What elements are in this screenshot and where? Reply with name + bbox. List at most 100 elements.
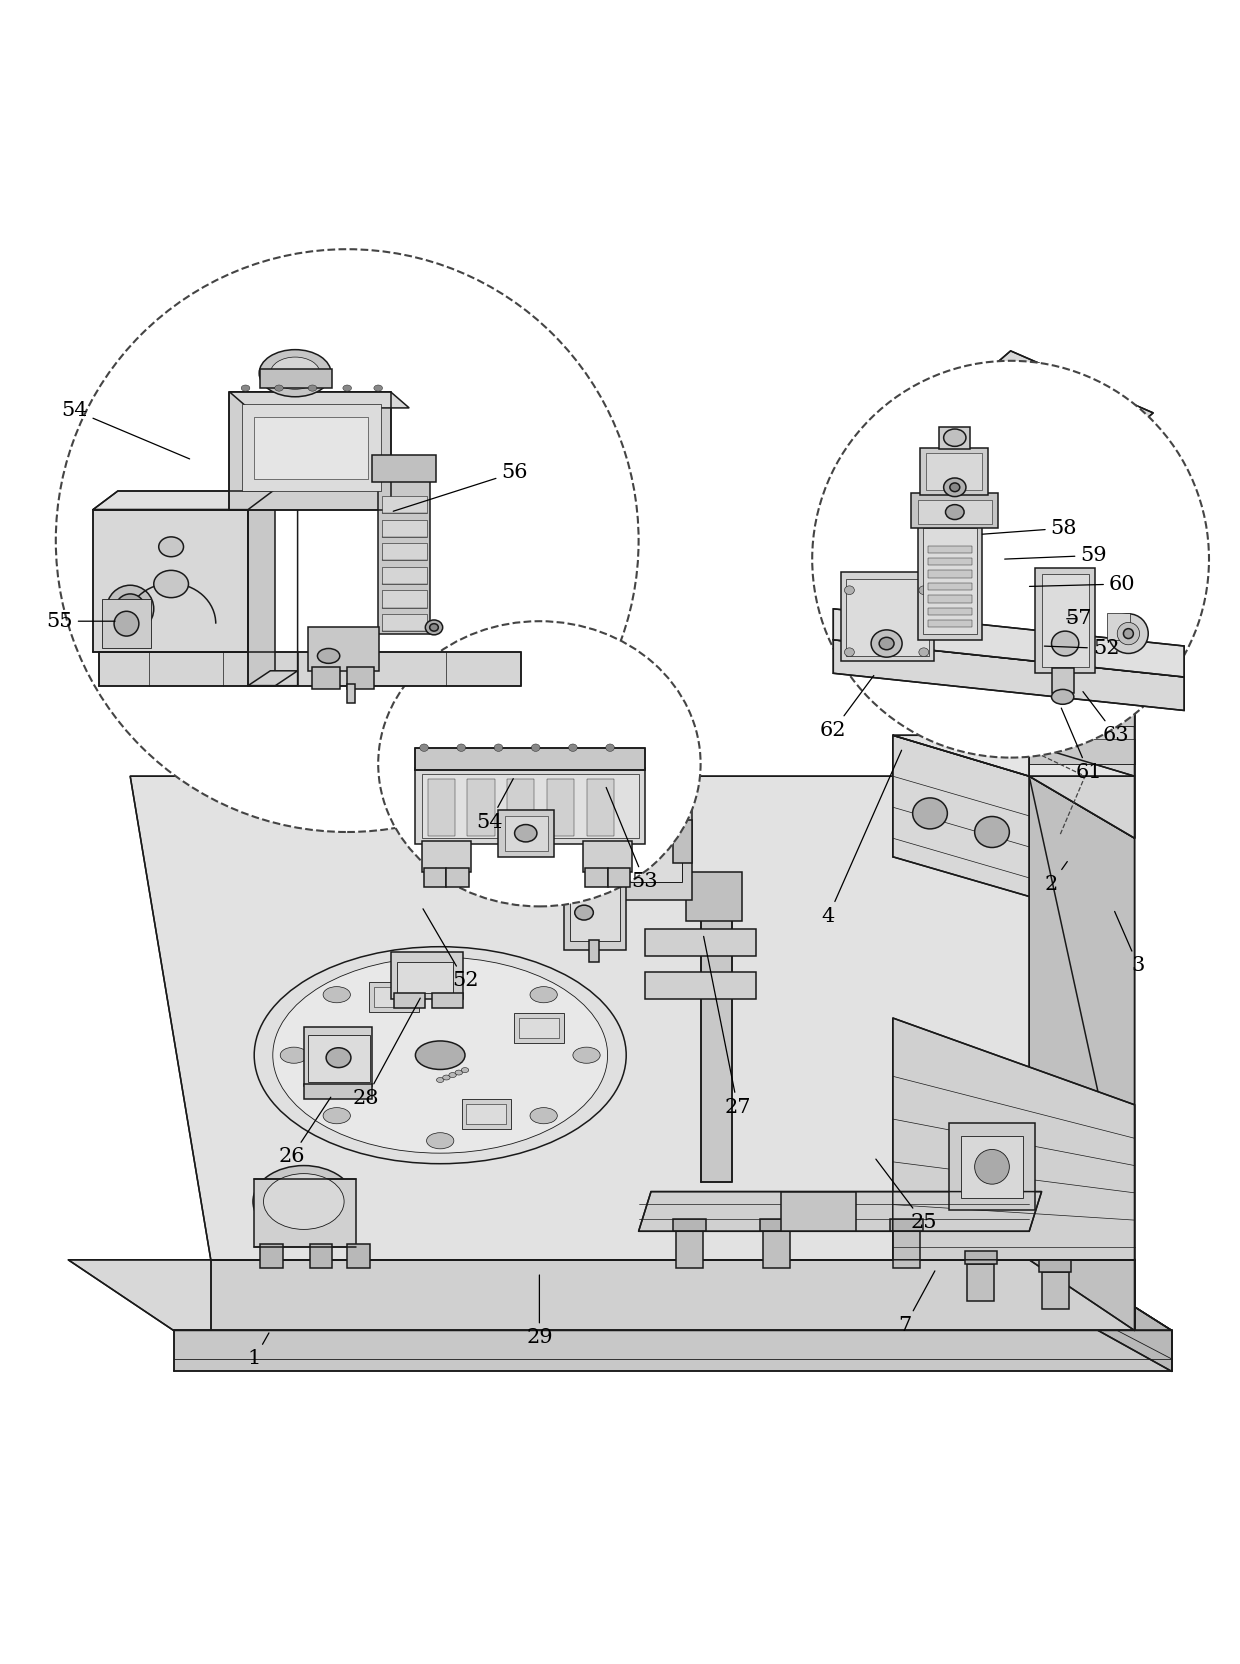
Bar bbox=[515, 1013, 564, 1043]
Polygon shape bbox=[893, 1018, 1135, 1260]
Polygon shape bbox=[130, 775, 1135, 1260]
Ellipse shape bbox=[436, 1078, 444, 1083]
Bar bbox=[498, 810, 554, 857]
Bar bbox=[564, 869, 626, 950]
Ellipse shape bbox=[605, 744, 615, 752]
Bar bbox=[242, 404, 381, 491]
Ellipse shape bbox=[944, 429, 966, 446]
Bar bbox=[928, 621, 972, 627]
Ellipse shape bbox=[870, 631, 901, 657]
Bar bbox=[382, 542, 427, 561]
Bar bbox=[760, 1218, 792, 1231]
Ellipse shape bbox=[532, 744, 541, 752]
Ellipse shape bbox=[114, 611, 139, 636]
Bar bbox=[304, 1027, 372, 1087]
Ellipse shape bbox=[449, 1073, 456, 1078]
Polygon shape bbox=[1029, 453, 1135, 504]
Bar bbox=[673, 1218, 706, 1231]
Bar bbox=[608, 869, 630, 887]
Ellipse shape bbox=[374, 384, 382, 391]
Polygon shape bbox=[1029, 576, 1135, 616]
Polygon shape bbox=[833, 639, 1184, 711]
Bar bbox=[928, 596, 972, 602]
Bar bbox=[382, 496, 427, 513]
Bar bbox=[626, 814, 682, 882]
Bar bbox=[260, 369, 332, 388]
Circle shape bbox=[56, 250, 639, 832]
Bar bbox=[520, 1018, 559, 1038]
Text: 55: 55 bbox=[46, 612, 115, 631]
Text: 28: 28 bbox=[352, 998, 420, 1108]
Ellipse shape bbox=[975, 1150, 1009, 1185]
Ellipse shape bbox=[273, 957, 608, 1153]
Polygon shape bbox=[992, 351, 1153, 429]
Ellipse shape bbox=[1117, 622, 1140, 644]
Ellipse shape bbox=[919, 586, 929, 594]
Bar bbox=[928, 607, 972, 616]
Bar bbox=[461, 1098, 511, 1128]
Text: 61: 61 bbox=[1061, 709, 1102, 782]
Ellipse shape bbox=[568, 744, 578, 752]
Bar bbox=[893, 1231, 920, 1268]
Bar bbox=[618, 820, 636, 864]
Bar bbox=[374, 987, 414, 1007]
Bar bbox=[965, 1251, 997, 1263]
Polygon shape bbox=[211, 1260, 1135, 1331]
Bar bbox=[701, 909, 732, 1181]
Ellipse shape bbox=[317, 649, 340, 664]
Bar bbox=[618, 807, 692, 900]
Ellipse shape bbox=[241, 384, 250, 391]
Ellipse shape bbox=[529, 1108, 557, 1123]
Bar bbox=[229, 391, 391, 509]
Text: 57: 57 bbox=[1065, 609, 1092, 629]
Polygon shape bbox=[1029, 739, 1135, 764]
Bar bbox=[308, 1035, 370, 1083]
Bar bbox=[467, 779, 495, 835]
Polygon shape bbox=[1029, 699, 1135, 727]
Bar bbox=[928, 546, 972, 552]
Polygon shape bbox=[1029, 616, 1135, 652]
Polygon shape bbox=[1029, 534, 1135, 579]
Ellipse shape bbox=[115, 594, 145, 624]
Bar bbox=[645, 929, 756, 957]
Ellipse shape bbox=[253, 1165, 355, 1238]
Ellipse shape bbox=[573, 1047, 600, 1063]
Bar bbox=[507, 779, 534, 835]
Bar bbox=[347, 1243, 370, 1268]
Bar bbox=[382, 614, 427, 631]
Bar bbox=[316, 1068, 366, 1097]
Bar bbox=[378, 479, 430, 634]
Bar bbox=[260, 1243, 283, 1268]
Text: 58: 58 bbox=[982, 519, 1078, 537]
Bar bbox=[248, 481, 275, 686]
Polygon shape bbox=[639, 1191, 1042, 1231]
Ellipse shape bbox=[944, 478, 966, 496]
Bar bbox=[382, 567, 427, 584]
Bar bbox=[432, 993, 463, 1008]
Text: 52: 52 bbox=[423, 909, 479, 990]
Ellipse shape bbox=[254, 947, 626, 1163]
Ellipse shape bbox=[913, 799, 947, 829]
Polygon shape bbox=[893, 735, 1135, 775]
Bar bbox=[428, 779, 455, 835]
Ellipse shape bbox=[494, 744, 503, 752]
Bar bbox=[1035, 567, 1095, 674]
Bar bbox=[372, 454, 436, 483]
Text: 62: 62 bbox=[820, 676, 874, 740]
Bar bbox=[573, 857, 595, 882]
Polygon shape bbox=[833, 609, 1184, 677]
Ellipse shape bbox=[415, 1042, 465, 1070]
Bar bbox=[1042, 574, 1089, 667]
Bar bbox=[310, 1243, 332, 1268]
Ellipse shape bbox=[515, 825, 537, 842]
Bar bbox=[424, 869, 446, 887]
Ellipse shape bbox=[324, 987, 351, 1003]
Ellipse shape bbox=[427, 962, 454, 978]
Bar bbox=[415, 767, 645, 844]
Bar bbox=[949, 1123, 1035, 1210]
Text: 56: 56 bbox=[393, 463, 528, 511]
Bar bbox=[918, 499, 992, 524]
Bar bbox=[781, 1191, 856, 1231]
Ellipse shape bbox=[461, 1068, 469, 1073]
Ellipse shape bbox=[879, 637, 894, 649]
